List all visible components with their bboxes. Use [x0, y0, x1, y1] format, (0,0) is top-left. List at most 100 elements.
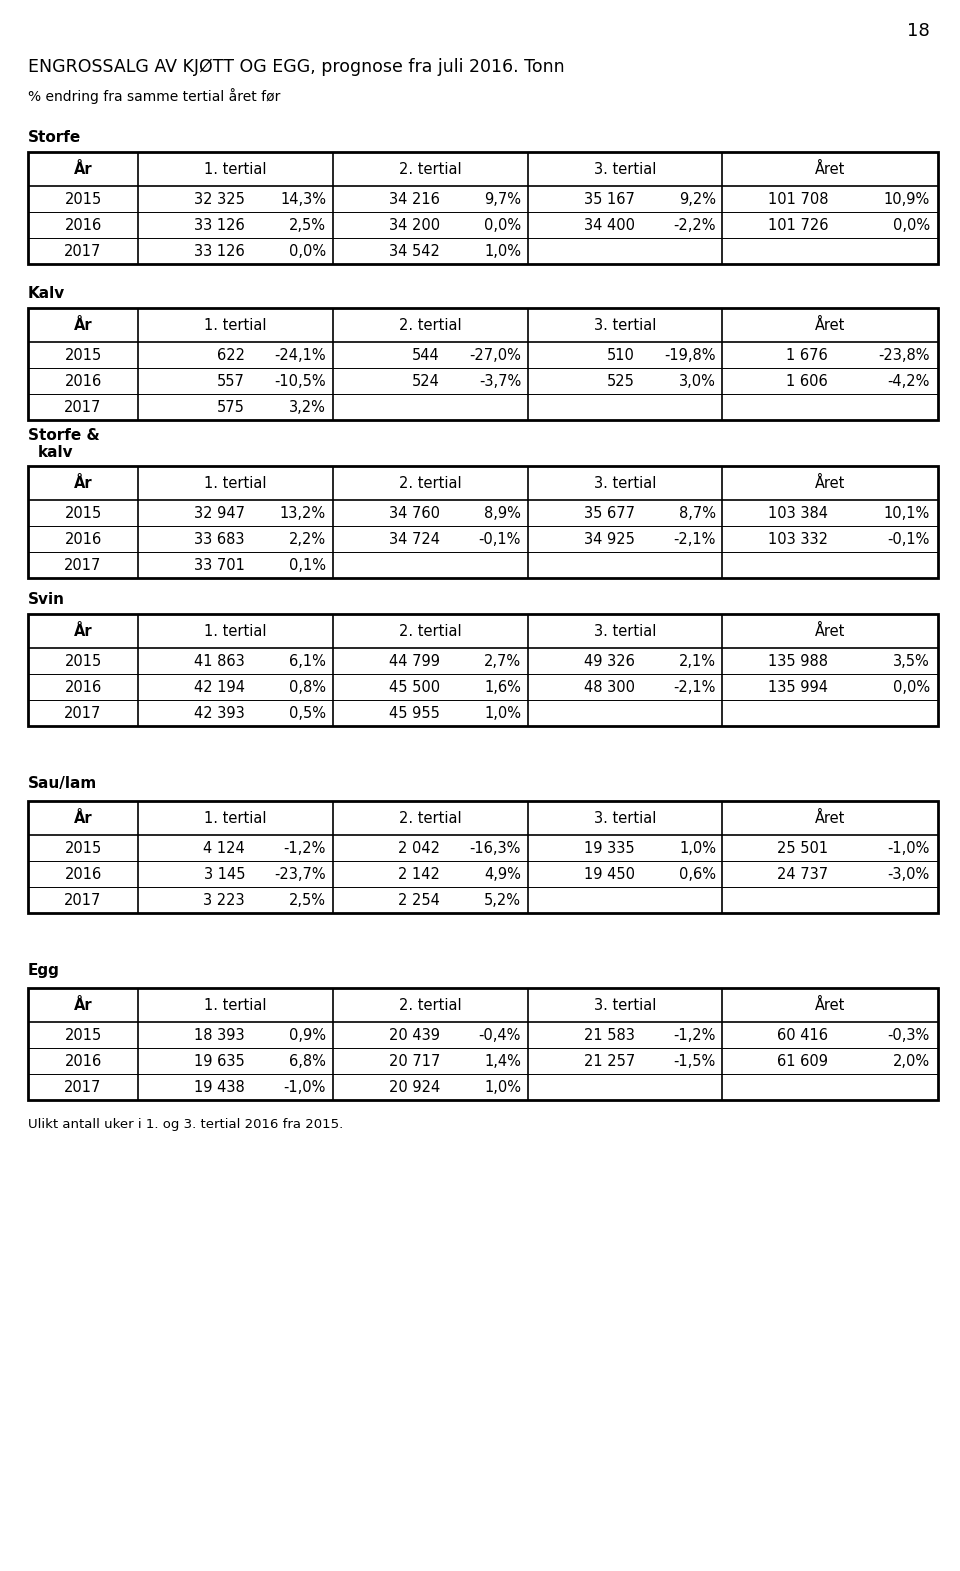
Text: 525: 525	[607, 374, 635, 388]
Text: % endring fra samme tertial året før: % endring fra samme tertial året før	[28, 88, 280, 104]
Text: 32 947: 32 947	[194, 506, 245, 520]
Text: 33 701: 33 701	[194, 558, 245, 572]
Text: 4 124: 4 124	[204, 840, 245, 856]
Text: 2015: 2015	[64, 840, 102, 856]
Text: 101 708: 101 708	[767, 192, 828, 206]
Text: 0,0%: 0,0%	[484, 217, 521, 233]
Text: 61 609: 61 609	[777, 1054, 828, 1068]
Text: 45 500: 45 500	[389, 680, 440, 694]
Text: 2016: 2016	[64, 374, 102, 388]
Text: -1,0%: -1,0%	[283, 1079, 326, 1095]
Text: 0,9%: 0,9%	[289, 1027, 326, 1043]
Text: 41 863: 41 863	[194, 654, 245, 669]
Text: 2017: 2017	[64, 244, 102, 259]
Text: -23,7%: -23,7%	[275, 867, 326, 881]
Text: 20 439: 20 439	[389, 1027, 440, 1043]
Text: 2017: 2017	[64, 1079, 102, 1095]
Text: 1. tertial: 1. tertial	[204, 811, 266, 825]
Text: 3. tertial: 3. tertial	[594, 162, 657, 176]
Text: 21 257: 21 257	[584, 1054, 635, 1068]
Bar	[28, 152, 938, 264]
Text: -23,8%: -23,8%	[878, 347, 930, 363]
Text: -16,3%: -16,3%	[469, 840, 521, 856]
Text: 20 717: 20 717	[389, 1054, 440, 1068]
Text: 2. tertial: 2. tertial	[398, 317, 462, 333]
Text: 1 676: 1 676	[786, 347, 828, 363]
Text: 2 254: 2 254	[398, 892, 440, 908]
Text: 2. tertial: 2. tertial	[398, 162, 462, 176]
Text: År: År	[74, 811, 92, 825]
Text: 3. tertial: 3. tertial	[594, 476, 657, 490]
Text: 60 416: 60 416	[777, 1027, 828, 1043]
Text: ENGROSSALG AV KJØTT OG EGG, prognose fra juli 2016. Tonn: ENGROSSALG AV KJØTT OG EGG, prognose fra…	[28, 58, 564, 75]
Text: 45 955: 45 955	[389, 705, 440, 721]
Text: 1,0%: 1,0%	[679, 840, 716, 856]
Text: -3,7%: -3,7%	[479, 374, 521, 388]
Text: 48 300: 48 300	[584, 680, 635, 694]
Text: 2015: 2015	[64, 192, 102, 206]
Text: 2017: 2017	[64, 399, 102, 415]
Text: 14,3%: 14,3%	[280, 192, 326, 206]
Text: År: År	[74, 624, 92, 638]
Text: 135 994: 135 994	[768, 680, 828, 694]
Text: 33 126: 33 126	[194, 244, 245, 259]
Text: 3,5%: 3,5%	[893, 654, 930, 669]
Text: 2016: 2016	[64, 531, 102, 547]
Text: 0,6%: 0,6%	[679, 867, 716, 881]
Text: 622: 622	[217, 347, 245, 363]
Text: 21 583: 21 583	[584, 1027, 635, 1043]
Text: Svin: Svin	[28, 592, 65, 606]
Text: 9,2%: 9,2%	[679, 192, 716, 206]
Text: 3. tertial: 3. tertial	[594, 624, 657, 638]
Text: 1. tertial: 1. tertial	[204, 162, 266, 176]
Text: 135 988: 135 988	[768, 654, 828, 669]
Text: Året: Året	[815, 811, 845, 825]
Text: 0,1%: 0,1%	[289, 558, 326, 572]
Text: 2016: 2016	[64, 1054, 102, 1068]
Text: 2017: 2017	[64, 558, 102, 572]
Text: 0,0%: 0,0%	[893, 217, 930, 233]
Text: 32 325: 32 325	[194, 192, 245, 206]
Text: 0,0%: 0,0%	[893, 680, 930, 694]
Text: -1,0%: -1,0%	[888, 840, 930, 856]
Text: 3 223: 3 223	[204, 892, 245, 908]
Text: 0,8%: 0,8%	[289, 680, 326, 694]
Text: 1,0%: 1,0%	[484, 244, 521, 259]
Text: Egg: Egg	[28, 963, 60, 979]
Text: -19,8%: -19,8%	[664, 347, 716, 363]
Text: 34 216: 34 216	[389, 192, 440, 206]
Text: 101 726: 101 726	[767, 217, 828, 233]
Text: 3. tertial: 3. tertial	[594, 998, 657, 1012]
Text: 4,9%: 4,9%	[484, 867, 521, 881]
Text: 2. tertial: 2. tertial	[398, 998, 462, 1012]
Text: 2015: 2015	[64, 654, 102, 669]
Text: 2015: 2015	[64, 506, 102, 520]
Text: 2 142: 2 142	[398, 867, 440, 881]
Text: 35 677: 35 677	[584, 506, 635, 520]
Text: 2,7%: 2,7%	[484, 654, 521, 669]
Text: 103 384: 103 384	[768, 506, 828, 520]
Text: 3,2%: 3,2%	[289, 399, 326, 415]
Text: 13,2%: 13,2%	[280, 506, 326, 520]
Text: Året: Året	[815, 162, 845, 176]
Text: -0,4%: -0,4%	[479, 1027, 521, 1043]
Text: År: År	[74, 317, 92, 333]
Text: -0,3%: -0,3%	[888, 1027, 930, 1043]
Text: 2016: 2016	[64, 867, 102, 881]
Text: 34 400: 34 400	[584, 217, 635, 233]
Text: -27,0%: -27,0%	[469, 347, 521, 363]
Text: 2016: 2016	[64, 680, 102, 694]
Text: -2,1%: -2,1%	[674, 531, 716, 547]
Text: 44 799: 44 799	[389, 654, 440, 669]
Text: Sau/lam: Sau/lam	[28, 776, 97, 792]
Text: 1,4%: 1,4%	[484, 1054, 521, 1068]
Text: 18: 18	[907, 22, 930, 39]
Text: 19 450: 19 450	[584, 867, 635, 881]
Text: 6,8%: 6,8%	[289, 1054, 326, 1068]
Text: 3,0%: 3,0%	[679, 374, 716, 388]
Text: 5,2%: 5,2%	[484, 892, 521, 908]
Text: -3,0%: -3,0%	[888, 867, 930, 881]
Text: kalv: kalv	[38, 445, 74, 460]
Text: År: År	[74, 476, 92, 490]
Text: 8,7%: 8,7%	[679, 506, 716, 520]
